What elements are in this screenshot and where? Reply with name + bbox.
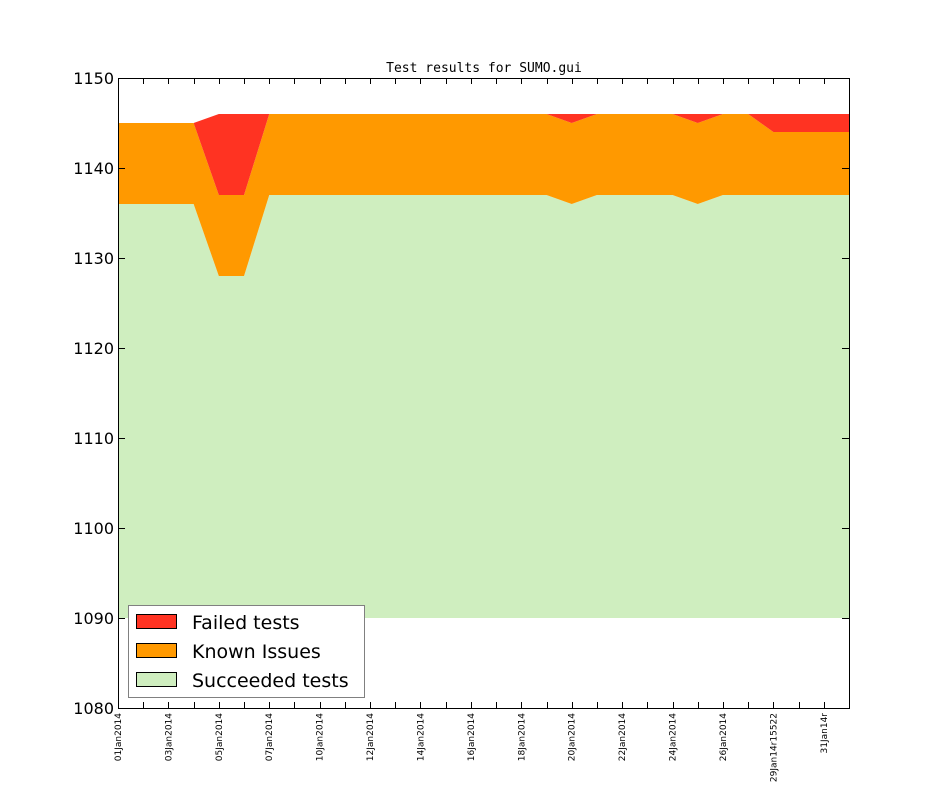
legend-label: Failed tests — [192, 612, 300, 634]
x-tick-label: 03Jan2014 — [164, 713, 174, 762]
y-tick-label: 1120 — [73, 339, 114, 358]
legend-swatch — [136, 614, 177, 629]
x-tick-label: 18Jan2014 — [517, 713, 527, 762]
x-tick-label: 12Jan2014 — [366, 713, 376, 762]
area-succeeded-tests — [118, 195, 849, 618]
x-tick-label: 29Jan14r15522 — [769, 713, 779, 782]
x-tick-label: 31Jan14r — [820, 713, 830, 754]
x-tick-label: 14Jan2014 — [416, 713, 426, 762]
area-series-group — [118, 114, 849, 618]
legend: Failed tests Known Issues Succeeded tests — [128, 605, 365, 698]
y-tick-label: 1130 — [73, 249, 114, 268]
y-tick-label: 1110 — [73, 429, 114, 448]
area-failed-tests — [118, 114, 849, 195]
x-tick-label: 10Jan2014 — [316, 713, 326, 762]
y-tick-label: 1150 — [73, 69, 114, 88]
legend-label: Known Issues — [192, 641, 321, 663]
x-axis: 01Jan2014 03Jan2014 05Jan2014 07Jan2014 10Ja… — [114, 78, 850, 782]
x-tick-label: 05Jan2014 — [215, 713, 225, 762]
x-tick-label: 24Jan2014 — [669, 713, 679, 762]
x-tick-label: 16Jan2014 — [467, 713, 477, 762]
x-tick-label: 01Jan2014 — [114, 713, 124, 762]
y-tick-label: 1140 — [73, 159, 114, 178]
plot-frame — [118, 78, 850, 709]
y-tick-label: 1090 — [73, 609, 114, 628]
legend-label: Succeeded tests — [192, 670, 349, 692]
area-known-issues — [118, 114, 849, 276]
x-tick-label: 20Jan2014 — [568, 713, 578, 762]
y-axis: 1080 1090 1100 1110 1120 1130 1140 1150 — [73, 69, 849, 718]
x-tick-label: 26Jan2014 — [719, 713, 729, 762]
chart-title: Test results for SUMO.gui — [386, 61, 582, 76]
x-tick-label: 07Jan2014 — [265, 713, 275, 762]
y-tick-label: 1080 — [73, 699, 114, 718]
legend-swatch — [136, 672, 177, 687]
legend-swatch — [136, 643, 177, 658]
y-tick-label: 1100 — [73, 519, 114, 538]
x-tick-label: 22Jan2014 — [618, 713, 628, 762]
